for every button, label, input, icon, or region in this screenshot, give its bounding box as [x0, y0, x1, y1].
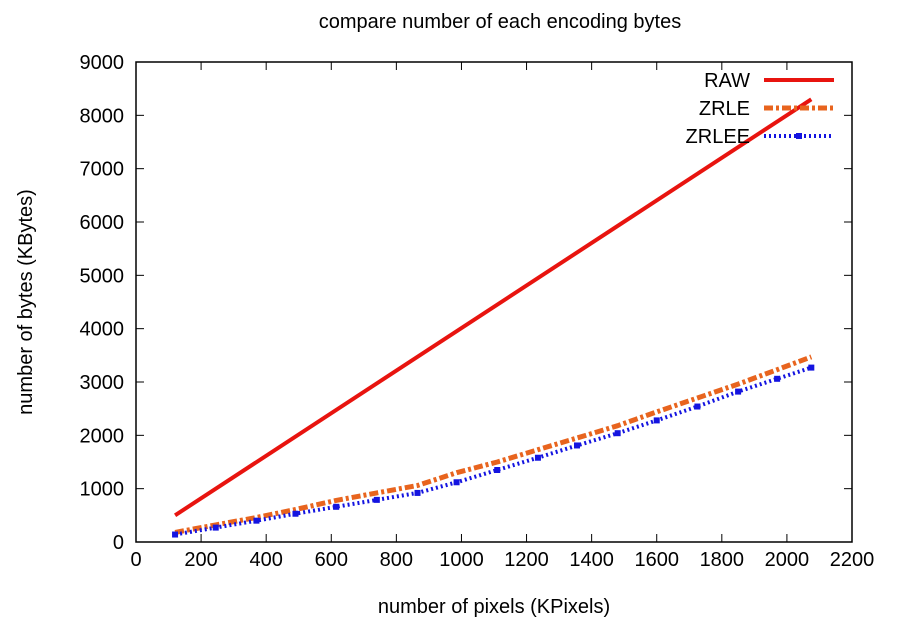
data-point-zrlee: [373, 496, 380, 503]
data-point-zrlee: [333, 503, 340, 510]
y-tick-label: 5000: [80, 265, 125, 287]
data-point-zrlee: [292, 510, 299, 517]
x-tick-label: 1200: [504, 549, 549, 571]
data-point-zrlee: [573, 442, 580, 449]
x-tick-label: 1600: [634, 549, 679, 571]
legend-label: ZRLE: [699, 98, 750, 120]
series-line-zrle: [174, 354, 813, 535]
x-tick-label: 1800: [700, 549, 745, 571]
series-line-raw: [174, 97, 813, 517]
data-point-zrlee: [212, 524, 219, 531]
x-tick-label: 1400: [569, 549, 614, 571]
y-tick-label: 2000: [80, 425, 125, 447]
y-axis: 0 1000 2000 3000 4000 5000 6000 7000 8000 9000: [80, 52, 852, 554]
x-tick-label: 2200: [830, 549, 875, 571]
y-tick-label: 9000: [80, 52, 125, 74]
y-axis-label: number of bytes (KBytes): [15, 189, 37, 415]
x-axis-label: number of pixels (KPixels): [378, 596, 610, 618]
data-point-zrlee: [453, 479, 460, 486]
data-point-zrlee: [414, 489, 421, 496]
y-tick-label: 8000: [80, 105, 125, 127]
x-tick-label: 0: [130, 549, 141, 571]
x-tick-label: 1000: [439, 549, 484, 571]
y-tick-label: 7000: [80, 159, 125, 181]
data-point-zrlee: [653, 417, 660, 424]
y-tick-label: 0: [113, 532, 124, 554]
x-tick-label: 2000: [765, 549, 810, 571]
data-point-zrlee: [694, 403, 701, 410]
data-point-zrlee: [534, 454, 541, 461]
x-tick-label: 400: [249, 549, 282, 571]
y-tick-label: 6000: [80, 212, 125, 234]
x-axis: 0 200 400 600 800 1000 1200 1400 1600 1800 2000 220…: [130, 62, 874, 571]
x-tick-label: 600: [315, 549, 348, 571]
data-point-zrlee: [614, 430, 621, 437]
legend-label: RAW: [704, 70, 750, 92]
legend: RAW ZRLE ZRLEE: [686, 70, 834, 148]
plot-frame: [135, 61, 853, 543]
data-point-zrlee: [735, 388, 742, 395]
chart-title: compare number of each encoding bytes: [319, 11, 681, 33]
data-point-zrlee: [808, 364, 815, 371]
y-tick-label: 1000: [80, 479, 125, 501]
x-tick-label: 800: [380, 549, 413, 571]
series-layer: [172, 97, 815, 538]
data-point-zrlee: [253, 517, 260, 524]
x-tick-label: 200: [184, 549, 217, 571]
legend-marker: [796, 133, 802, 139]
legend-label: ZRLEE: [686, 126, 750, 148]
y-tick-label: 3000: [80, 372, 125, 394]
data-point-zrlee: [494, 467, 501, 473]
data-point-zrlee: [774, 375, 781, 382]
y-tick-label: 4000: [80, 319, 125, 341]
data-point-zrlee: [172, 531, 179, 538]
